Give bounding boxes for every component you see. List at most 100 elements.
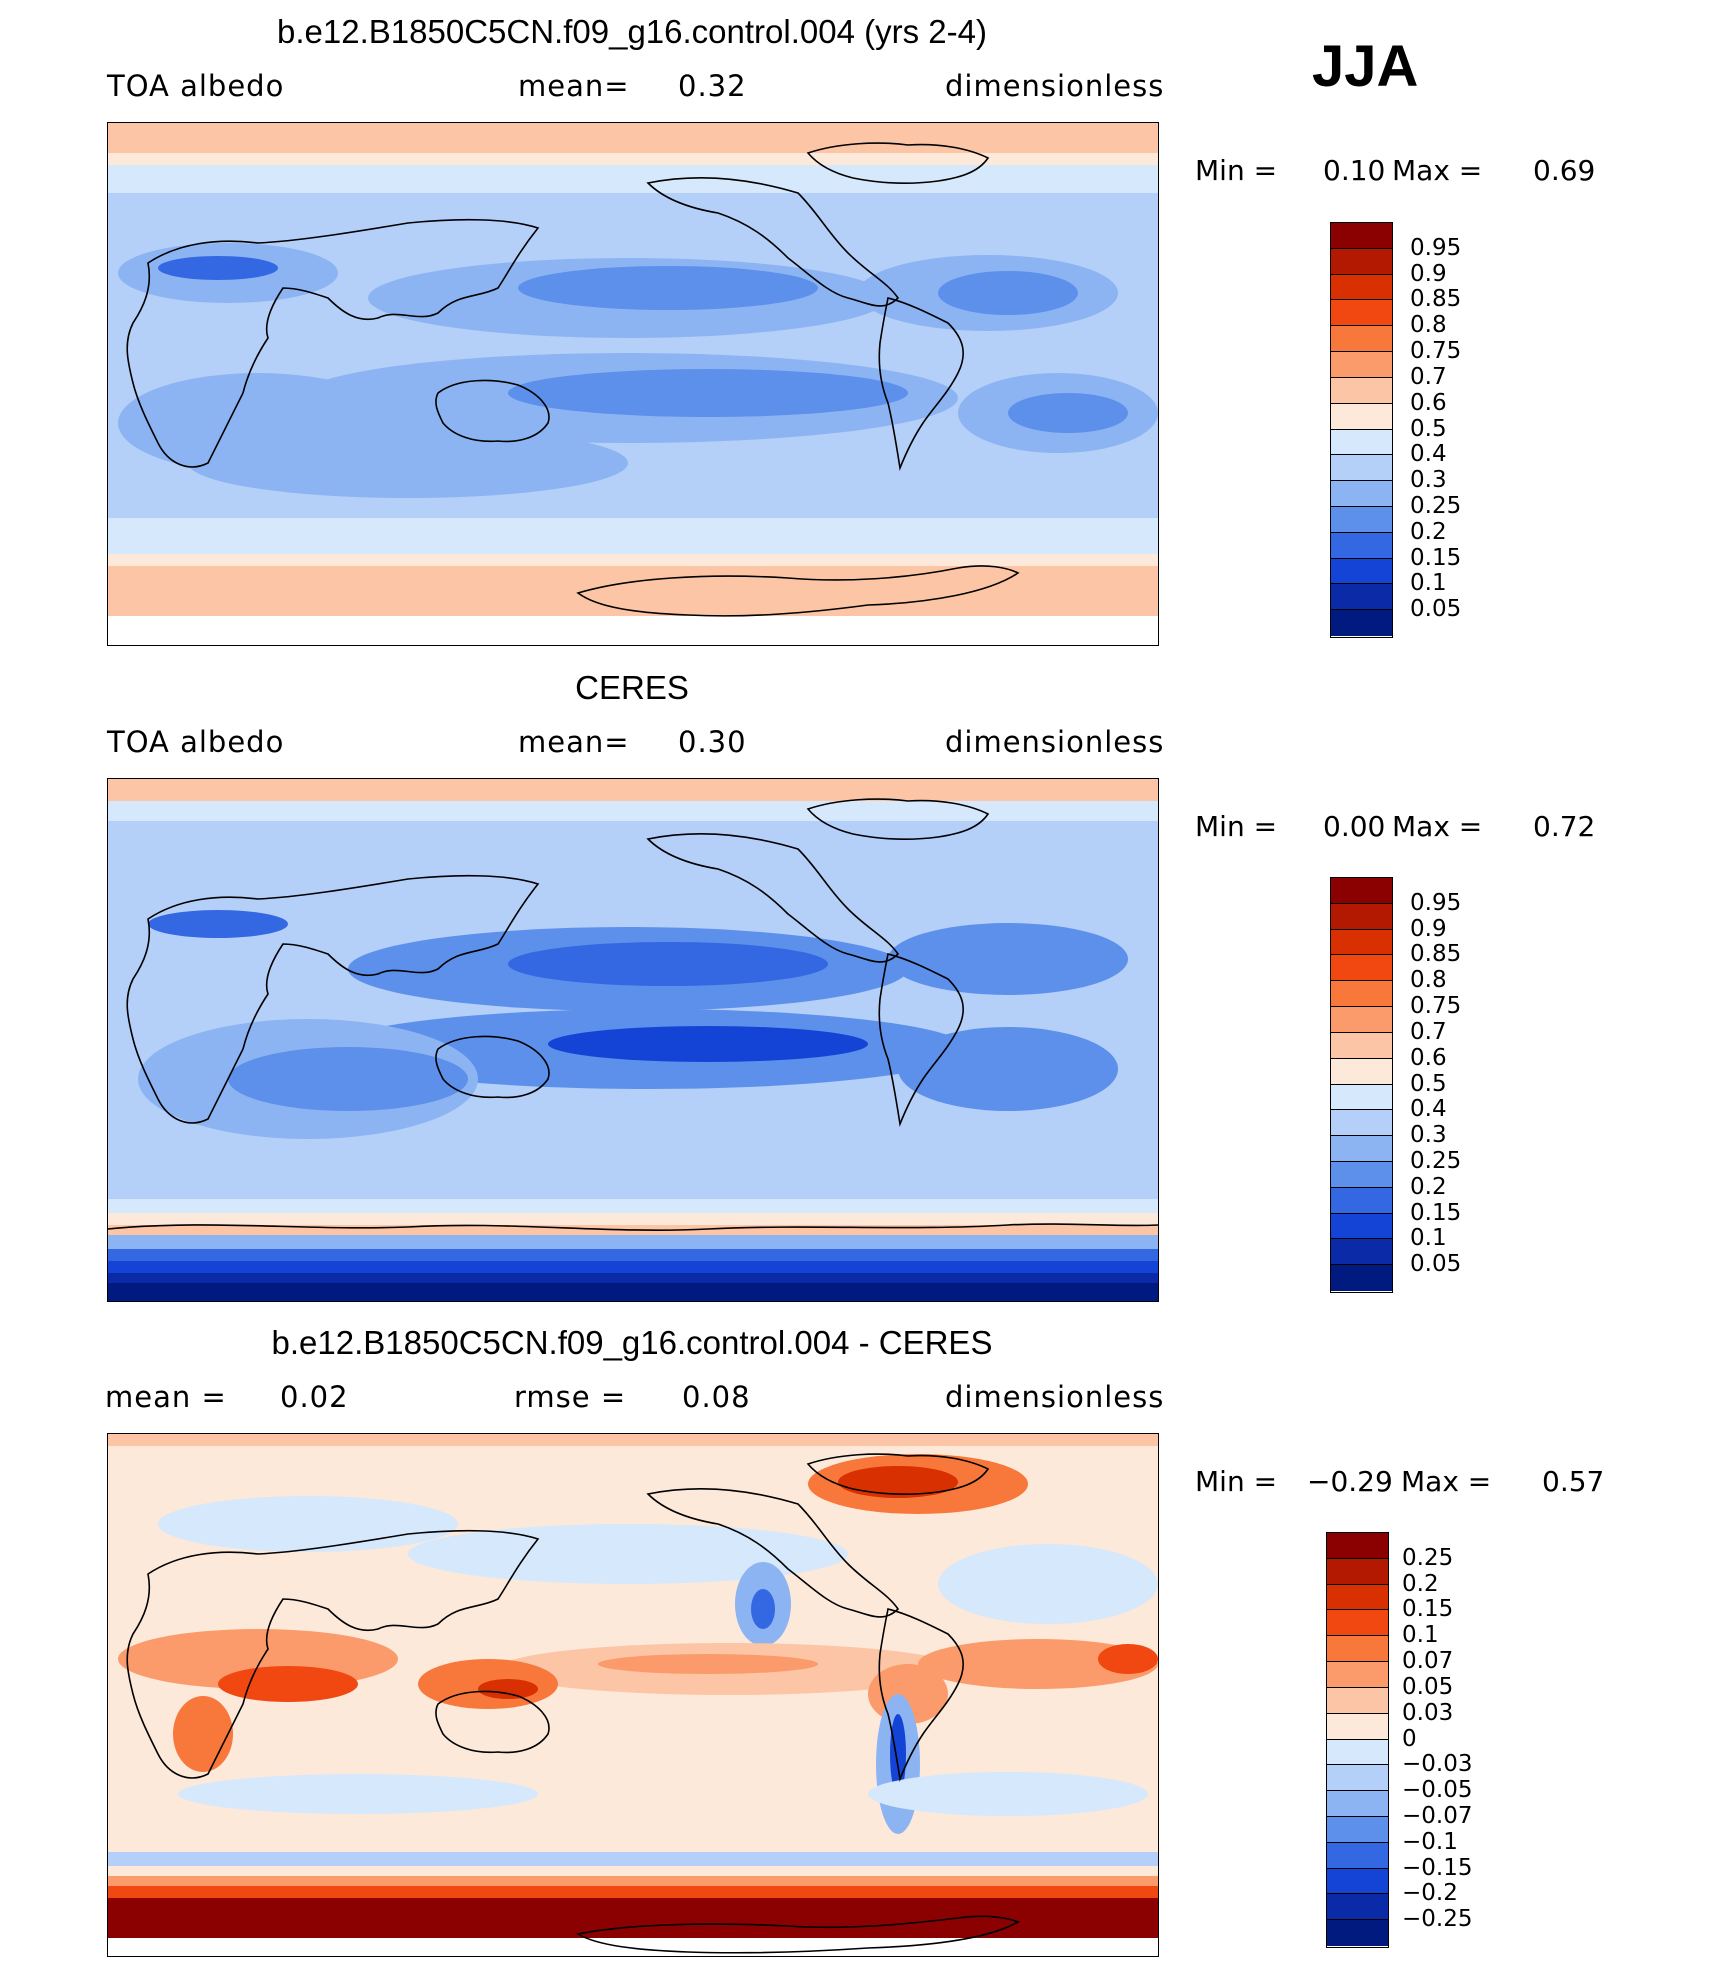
colorbar-tick-label: 0.2 [1410,1173,1447,1200]
panel-3-min-label: Min = [1195,1465,1278,1498]
colorbar-swatch [1331,558,1392,585]
colorbar-tick-label: 0.95 [1410,889,1462,916]
colorbar-tick-label: 0.85 [1410,941,1462,968]
panel-1-map [107,122,1159,646]
colorbar-tick-label: 0.1 [1410,1225,1447,1252]
colorbar-swatch [1331,1136,1392,1162]
colorbar-swatch [1331,1032,1392,1059]
panel-3-mean-label: mean = [105,1380,227,1414]
colorbar-tick-label: 0.25 [1410,492,1462,519]
colorbar-swatch [1331,352,1392,378]
panel-2-mean-value: 0.30 [678,725,747,759]
panel-2-max-value: 0.72 [1533,810,1596,843]
colorbar-tick-label: 0 [1402,1725,1417,1752]
panel-1-colorbar-swatches [1330,222,1393,638]
colorbar-swatch [1331,403,1392,430]
colorbar-tick-label: 0.05 [1402,1673,1454,1700]
panel-3-colorbar-swatches [1326,1532,1389,1948]
panel-3-min-value: −0.29 [1307,1465,1393,1498]
colorbar-tick-label: 0.7 [1410,1018,1447,1045]
colorbar-swatch [1331,610,1392,636]
panel-3-map [107,1433,1159,1957]
panel-3-rmse-value: 0.08 [682,1380,751,1414]
colorbar-tick-label: 0.25 [1402,1544,1454,1571]
panel-1-min-value: 0.10 [1323,154,1386,187]
colorbar-tick-label: 0.4 [1410,441,1447,468]
panel-3-mean-value: 0.02 [280,1380,349,1414]
colorbar-tick-label: 0.75 [1410,993,1462,1020]
colorbar-swatch [1331,1187,1392,1214]
colorbar-swatch [1327,1765,1388,1792]
colorbar-swatch [1331,1239,1392,1266]
colorbar-swatch [1331,223,1392,249]
colorbar-swatch [1331,274,1392,301]
colorbar-swatch [1327,1920,1388,1946]
colorbar-swatch [1331,481,1392,507]
colorbar-swatch [1331,455,1392,482]
colorbar-swatch [1331,532,1392,559]
colorbar-swatch [1327,1610,1388,1637]
colorbar-swatch [1327,1584,1388,1611]
colorbar-swatch [1331,1058,1392,1085]
colorbar-tick-label: 0.6 [1410,1044,1447,1071]
colorbar-tick-label: 0.2 [1402,1570,1439,1597]
colorbar-swatch [1331,248,1392,275]
colorbar-tick-label: 0.6 [1410,389,1447,416]
panel-2-min-value: 0.00 [1323,810,1386,843]
colorbar-swatch [1327,1533,1388,1559]
colorbar-tick-label: 0.1 [1410,570,1447,597]
colorbar-tick-label: −0.03 [1402,1751,1473,1778]
panel-3-max-label: Max = [1401,1465,1492,1498]
panel-2-map [107,778,1159,1302]
colorbar-swatch [1331,1084,1392,1111]
panel-3-units: dimensionless [945,1380,1165,1414]
colorbar-tick-label: 0.1 [1402,1622,1439,1649]
colorbar-swatch [1327,1791,1388,1817]
panel-2-max-label: Max = [1392,810,1483,843]
colorbar-tick-label: 0.25 [1410,1147,1462,1174]
panel-2-colorbar-swatches [1330,877,1393,1293]
panel-1-title: b.e12.B1850C5CN.f09_g16.control.004 (yrs… [277,13,987,50]
colorbar-swatch [1331,377,1392,404]
colorbar-tick-label: 0.07 [1402,1648,1454,1675]
colorbar-swatch [1331,1007,1392,1033]
colorbar-tick-label: 0.8 [1410,312,1447,339]
colorbar-swatch [1327,1842,1388,1869]
colorbar-tick-label: 0.95 [1410,234,1462,261]
panel-1-max-label: Max = [1392,154,1483,187]
colorbar-tick-label: 0.3 [1410,467,1447,494]
colorbar-tick-label: −0.1 [1402,1828,1458,1855]
panel-1-units: dimensionless [945,69,1165,103]
colorbar-tick-label: −0.25 [1402,1906,1473,1933]
colorbar-swatch [1327,1636,1388,1663]
colorbar-tick-label: 0.05 [1410,596,1462,623]
panel-2-title: CERES [575,669,689,706]
colorbar-tick-label: 0.2 [1410,518,1447,545]
colorbar-tick-label: 0.85 [1410,286,1462,313]
panel-3-title: b.e12.B1850C5CN.f09_g16.control.004 - CE… [271,1324,993,1361]
colorbar-tick-label: 0.15 [1410,1199,1462,1226]
colorbar-swatch [1331,955,1392,982]
colorbar-tick-label: 0.75 [1410,338,1462,365]
colorbar-swatch [1327,1816,1388,1843]
colorbar-swatch [1327,1687,1388,1714]
colorbar-tick-label: −0.05 [1402,1777,1473,1804]
colorbar-swatch [1327,1739,1388,1766]
panel-2-variable-label: TOA albedo [107,725,285,759]
panel-1-mean-value: 0.32 [678,69,747,103]
colorbar-swatch [1327,1662,1388,1688]
colorbar-tick-label: 0.9 [1410,260,1447,287]
colorbar-swatch [1331,878,1392,904]
panel-3-rmse-label: rmse = [514,1380,627,1414]
colorbar-tick-label: 0.15 [1402,1596,1454,1623]
colorbar-tick-label: −0.15 [1402,1854,1473,1881]
colorbar-tick-label: 0.8 [1410,967,1447,994]
colorbar-tick-label: 0.05 [1410,1251,1462,1278]
colorbar-swatch [1331,506,1392,533]
colorbar-swatch [1331,1161,1392,1188]
colorbar-tick-label: 0.7 [1410,363,1447,390]
colorbar-tick-label: 0.4 [1410,1096,1447,1123]
colorbar-swatch [1331,981,1392,1008]
panel-1-variable-label: TOA albedo [107,69,285,103]
colorbar-swatch [1331,1110,1392,1137]
